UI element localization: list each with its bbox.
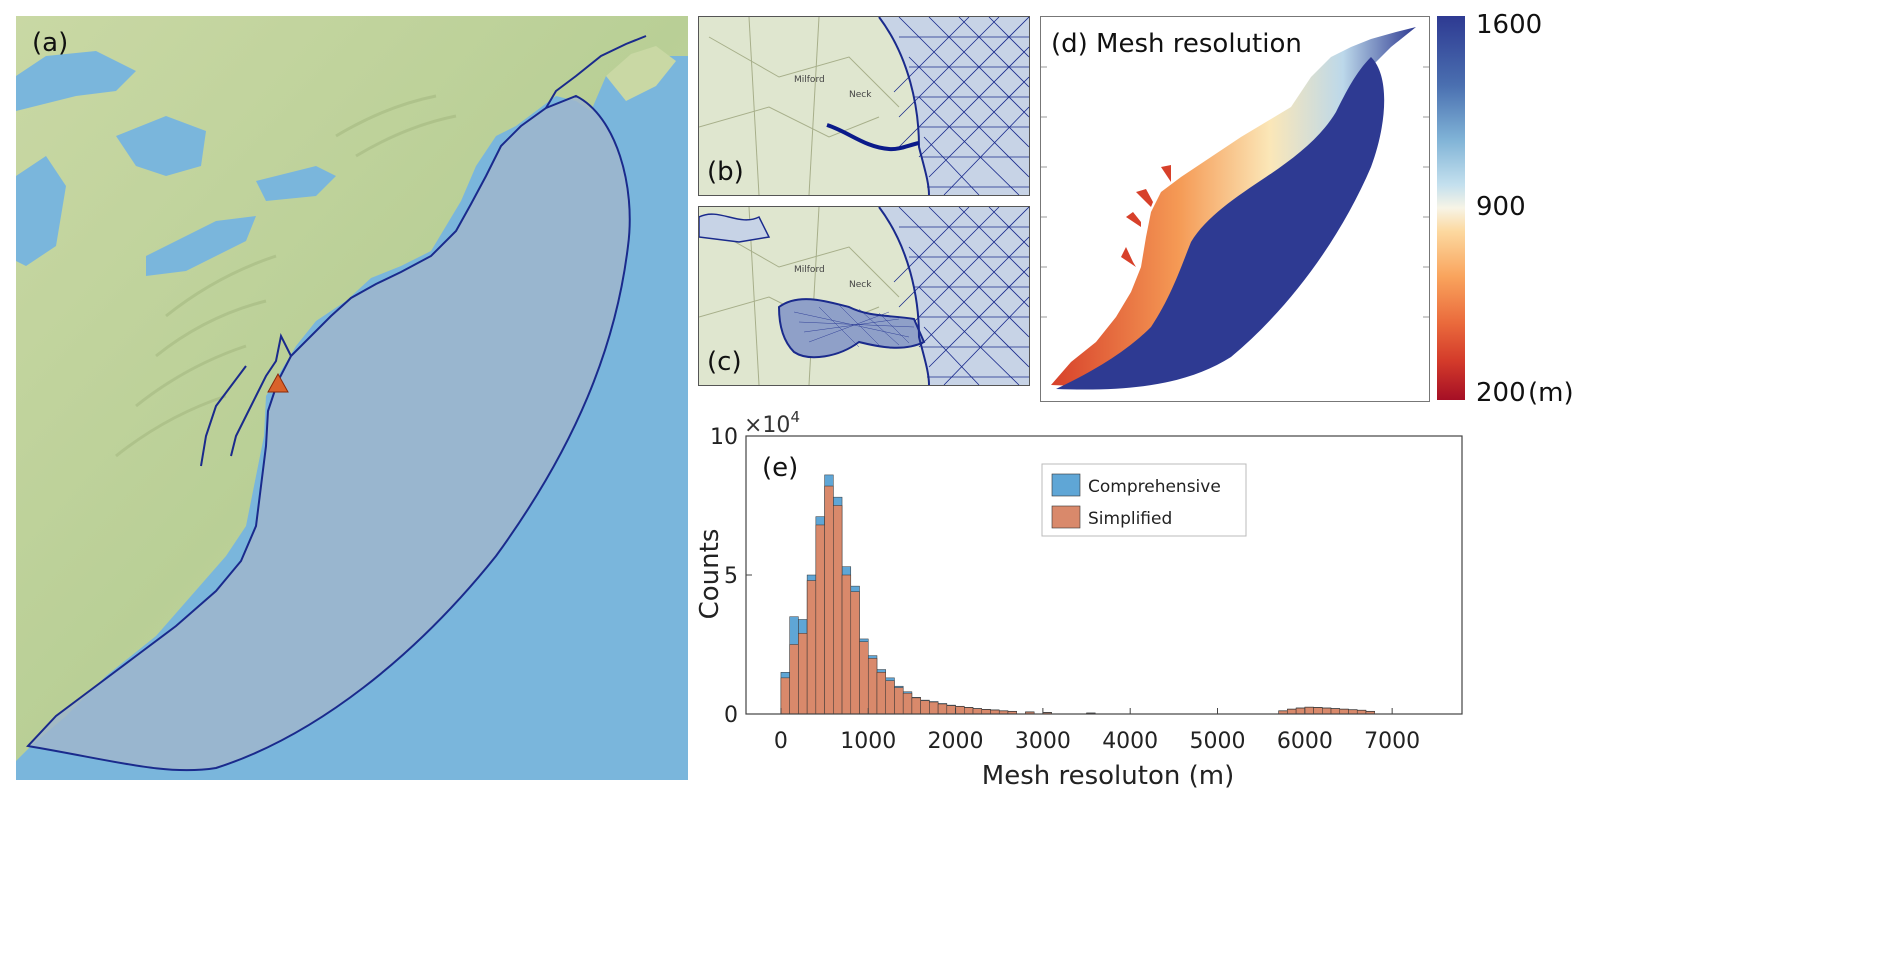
inset-b: Milford Neck bbox=[699, 17, 1029, 195]
mesh-resolution-map bbox=[1041, 27, 1429, 390]
bar-simplified-1700 bbox=[929, 701, 939, 715]
bar-simplified-400 bbox=[815, 524, 825, 715]
bar-simplified-6300 bbox=[1330, 708, 1341, 715]
map-word-milford: Milford bbox=[794, 75, 825, 85]
inset-c: Milford Neck bbox=[699, 207, 1029, 385]
bar-simplified-800 bbox=[850, 591, 860, 715]
site-marker bbox=[267, 372, 289, 393]
x-tick-label: 4000 bbox=[1102, 729, 1158, 754]
bar-simplified-1400 bbox=[902, 692, 913, 715]
bar-simplified-900 bbox=[859, 641, 869, 715]
bar-simplified-1000 bbox=[867, 658, 878, 715]
map-word-milford: Milford bbox=[794, 265, 825, 275]
y-tick-label: 0 bbox=[724, 703, 738, 728]
panel-a-map: (a) bbox=[16, 16, 688, 780]
y-axis-label: Counts bbox=[695, 529, 725, 620]
legend: Comprehensive Simplified bbox=[1041, 463, 1247, 537]
bar-simplified-100 bbox=[789, 644, 799, 715]
bar-simplified-2100 bbox=[964, 707, 974, 715]
x-tick-label: 5000 bbox=[1190, 729, 1246, 754]
y-multiplier: ×104 bbox=[744, 408, 800, 438]
bar-simplified-1300 bbox=[894, 687, 904, 715]
x-tick-label: 2000 bbox=[928, 729, 984, 754]
x-tick-label: 3000 bbox=[1015, 729, 1071, 754]
panel-b-label: (b) bbox=[707, 157, 744, 187]
lake-michigan bbox=[16, 156, 66, 266]
lake-erie bbox=[146, 216, 256, 276]
histogram-panel: 0 1000 2000 3000 4000 5000 6000 7000 0 5 10 (e) ×… bbox=[690, 404, 1490, 964]
x-axis-label: Mesh resoluton (m) bbox=[982, 761, 1234, 791]
panel-a-label: (a) bbox=[32, 28, 69, 58]
land-mass bbox=[16, 16, 688, 761]
panel-c-label: (c) bbox=[707, 347, 742, 377]
bar-simplified-2200 bbox=[972, 708, 983, 715]
bar-simplified-0 bbox=[780, 677, 790, 715]
colorbar-tick-bottom: 200 bbox=[1476, 378, 1526, 408]
lake-superior bbox=[16, 51, 136, 111]
bar-simplified-500 bbox=[824, 485, 834, 715]
bar-simplified-1500 bbox=[911, 697, 921, 715]
x-tick-label: 6000 bbox=[1277, 729, 1333, 754]
x-tick-label: 1000 bbox=[840, 729, 896, 754]
colorbar bbox=[1437, 16, 1465, 400]
colorbar-unit: (m) bbox=[1528, 378, 1574, 408]
bar-simplified-5900 bbox=[1295, 707, 1306, 715]
legend-label-simplified: Simplified bbox=[1088, 509, 1172, 529]
colorbar-tick-top: 1600 bbox=[1476, 10, 1543, 40]
legend-swatch-simplified bbox=[1051, 505, 1081, 529]
histogram-chart: 0 1000 2000 3000 4000 5000 6000 7000 0 5 10 (e) ×… bbox=[695, 408, 1463, 791]
bar-simplified-5800 bbox=[1287, 709, 1297, 715]
bar-simplified-600 bbox=[833, 505, 843, 715]
bar-simplified-1200 bbox=[885, 680, 895, 715]
coarse-mesh-area bbox=[1056, 57, 1385, 390]
panel-b-map: Milford Neck (b) bbox=[698, 16, 1030, 196]
lake-huron bbox=[116, 116, 206, 176]
bar-simplified-1100 bbox=[876, 672, 886, 715]
bar-simplified-6400 bbox=[1339, 709, 1349, 715]
legend-label-comprehensive: Comprehensive bbox=[1088, 477, 1221, 497]
chart-title: (e) bbox=[762, 453, 798, 483]
map-word-neck: Neck bbox=[849, 90, 872, 100]
lake-ontario bbox=[256, 166, 336, 201]
bar-simplified-1800 bbox=[937, 703, 948, 715]
y-tick-label: 10 bbox=[710, 425, 738, 450]
bar-simplified-1900 bbox=[946, 705, 956, 715]
x-tick-label: 0 bbox=[774, 729, 788, 754]
bar-simplified-6200 bbox=[1322, 707, 1332, 715]
x-tick-label: 7000 bbox=[1364, 729, 1420, 754]
bar-simplified-6000 bbox=[1304, 707, 1314, 715]
bar-simplified-700 bbox=[841, 574, 852, 715]
panel-d-map: (d) Mesh resolution bbox=[1040, 16, 1430, 402]
bar-simplified-6500 bbox=[1348, 709, 1358, 715]
bar-simplified-6100 bbox=[1313, 707, 1323, 715]
overview-map bbox=[16, 16, 688, 780]
bar-simplified-200 bbox=[798, 633, 808, 715]
y-tick-label: 5 bbox=[724, 564, 738, 589]
bar-simplified-1600 bbox=[920, 700, 930, 715]
map-word-neck: Neck bbox=[849, 280, 872, 290]
bar-simplified-2300 bbox=[981, 709, 991, 715]
panel-c-map: Milford Neck (c) bbox=[698, 206, 1030, 386]
legend-swatch-comprehensive bbox=[1051, 473, 1081, 497]
colorbar-tick-mid: 900 bbox=[1476, 192, 1526, 222]
bar-simplified-300 bbox=[806, 580, 817, 715]
bar-simplified-2000 bbox=[955, 706, 965, 715]
model-domain bbox=[26, 94, 631, 772]
panel-d-label: (d) Mesh resolution bbox=[1051, 29, 1302, 59]
